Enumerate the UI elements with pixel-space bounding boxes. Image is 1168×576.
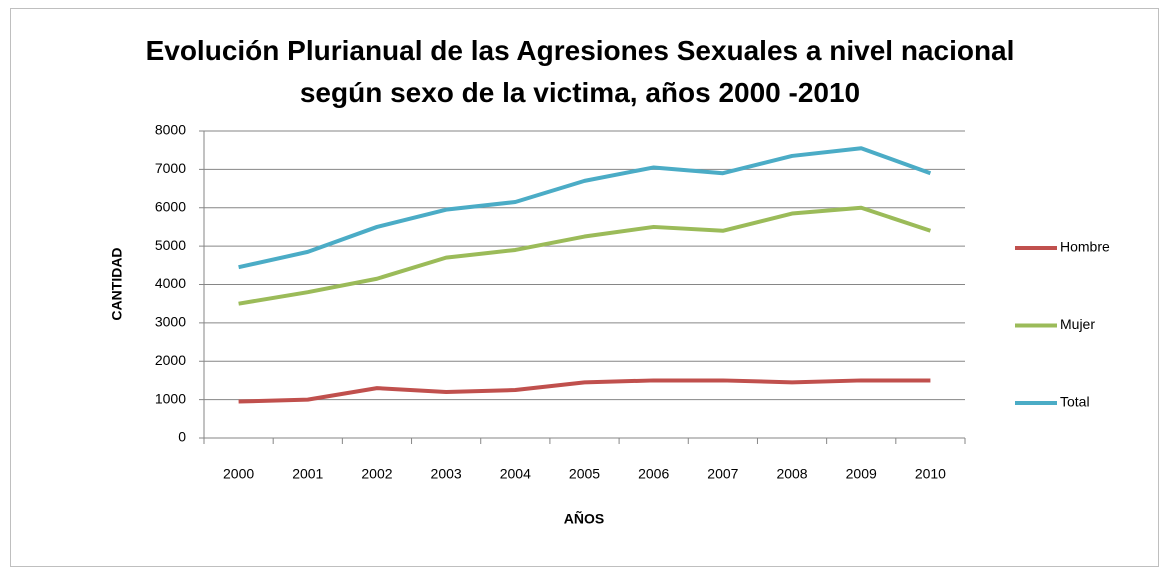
y-tick-label: 7000 — [155, 160, 186, 176]
y-tick-label: 4000 — [155, 275, 186, 291]
x-tick-label: 2007 — [707, 466, 738, 482]
x-tick-label: 2008 — [776, 466, 807, 482]
x-tick-label: 2002 — [361, 466, 392, 482]
chart-title: Evolución Plurianual de las Agresiones S… — [145, 35, 1015, 108]
series-line — [238, 146, 932, 270]
y-tick-label: 2000 — [155, 352, 186, 368]
y-tick-label: 5000 — [155, 237, 186, 253]
chart-border — [10, 8, 1159, 567]
legend-label: Mujer — [1060, 316, 1095, 332]
series-line — [238, 205, 932, 306]
y-axis-label: CANTIDAD — [109, 247, 125, 320]
series-line — [238, 378, 931, 404]
x-tick-label: 2006 — [638, 466, 669, 482]
x-tick-label: 2004 — [500, 466, 531, 482]
x-tick-label: 2009 — [846, 466, 877, 482]
x-tick-label: 2005 — [569, 466, 600, 482]
y-tick-label: 1000 — [155, 390, 186, 406]
x-tick-label: 2010 — [915, 466, 946, 482]
x-tick-label: 2003 — [431, 466, 462, 482]
y-tick-label: 6000 — [155, 198, 186, 214]
y-tick-label: 8000 — [155, 122, 186, 138]
x-tick-label: 2000 — [223, 466, 254, 482]
legend-label: Hombre — [1060, 239, 1110, 255]
legend-label: Total — [1060, 394, 1090, 410]
x-tick-label: 2001 — [292, 466, 323, 482]
y-tick-label: 0 — [178, 429, 186, 445]
y-tick-label: 3000 — [155, 314, 186, 330]
x-axis-label: AÑOS — [564, 510, 604, 527]
